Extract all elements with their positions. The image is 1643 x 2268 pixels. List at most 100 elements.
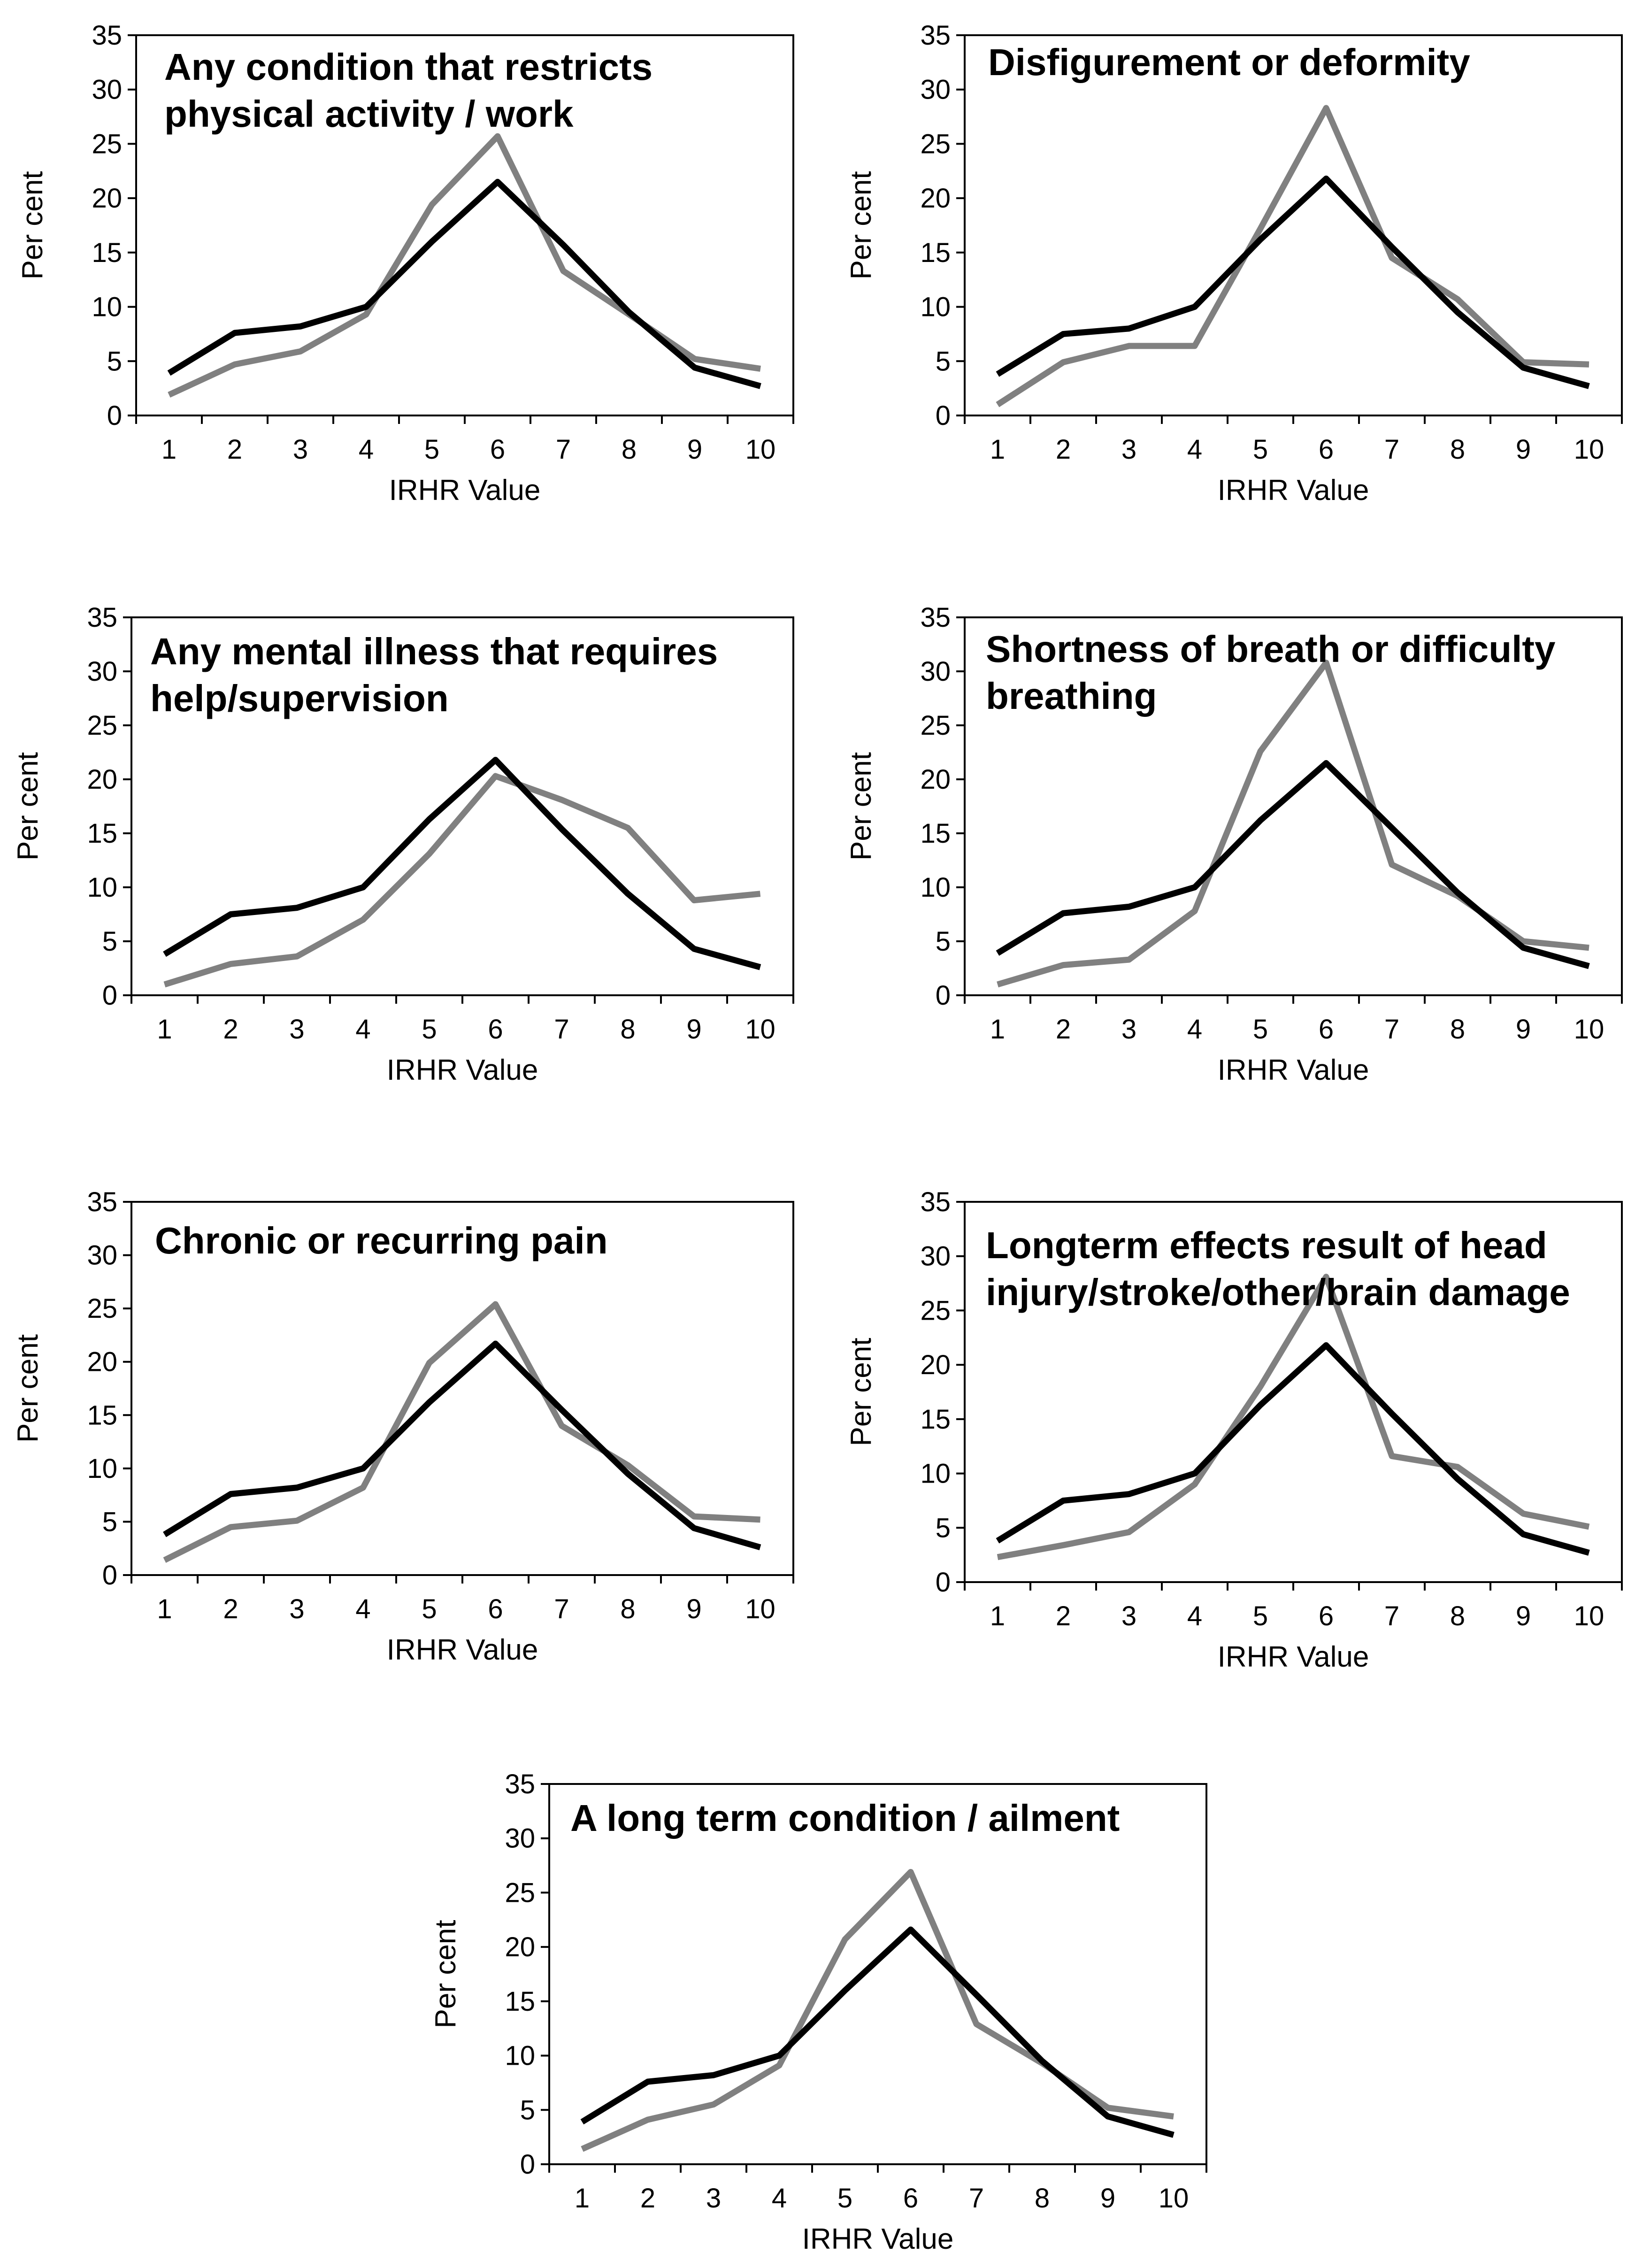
x-tick-label: 6 bbox=[1319, 1014, 1334, 1045]
y-axis-label: Per cent bbox=[430, 1920, 462, 2029]
x-tick-label: 10 bbox=[1574, 1014, 1605, 1045]
x-tick-label: 7 bbox=[554, 1014, 569, 1045]
y-tick-label: 25 bbox=[505, 1877, 535, 1908]
x-tick-label: 3 bbox=[1121, 1601, 1136, 1631]
x-tick-label: 4 bbox=[1187, 434, 1202, 465]
series-line-black bbox=[996, 760, 1590, 969]
plot-frame bbox=[131, 616, 794, 996]
x-tick-label: 2 bbox=[1056, 1014, 1071, 1045]
x-tick-label: 7 bbox=[1384, 1601, 1399, 1631]
y-tick-label: 30 bbox=[505, 1823, 535, 1854]
y-tick-label: 35 bbox=[87, 1187, 117, 1217]
y-tick-label: 35 bbox=[92, 20, 122, 51]
y-axis-label: Per cent bbox=[12, 1334, 44, 1443]
x-tick-label: 1 bbox=[575, 2183, 590, 2214]
chart-panel-chronic-pain: 0 5 10 15 20 25 30 35 1 2 3 4 5 6 7 8 9 10 IRHR Value Per c… bbox=[12, 1187, 794, 1666]
y-tick-label: 30 bbox=[92, 75, 122, 105]
y-tick-label: 5 bbox=[107, 346, 122, 377]
series-line-grey bbox=[581, 1868, 1174, 2152]
x-axis-label: IRHR Value bbox=[1218, 1641, 1369, 1673]
series-line-black bbox=[163, 757, 761, 970]
x-tick-label: 8 bbox=[1450, 1014, 1465, 1045]
y-tick-label: 15 bbox=[920, 238, 951, 268]
x-tick-label: 4 bbox=[1187, 1014, 1202, 1045]
x-tick-label: 5 bbox=[422, 1014, 437, 1045]
x-tick-label: 1 bbox=[990, 1601, 1005, 1631]
x-tick-label: 9 bbox=[686, 1014, 701, 1045]
chart-panel-shortness-of-breath: 0 5 10 15 20 25 30 35 1 2 3 4 5 6 7 8 9 10 IRHR Value Per c… bbox=[845, 602, 1623, 1086]
y-tick-label: 10 bbox=[505, 2041, 535, 2071]
y-axis-label: Per cent bbox=[845, 1338, 877, 1446]
x-tick-label: 7 bbox=[1384, 1014, 1399, 1045]
chart-title-line: Any condition that restricts bbox=[164, 46, 653, 88]
x-tick-label: 9 bbox=[687, 434, 702, 465]
y-tick-label: 5 bbox=[102, 1507, 117, 1537]
series-line-grey bbox=[168, 133, 761, 398]
y-tick-label: 30 bbox=[920, 1241, 951, 1272]
x-tick-label: 1 bbox=[157, 1014, 172, 1045]
x-tick-label: 3 bbox=[1121, 434, 1136, 465]
x-axis-label: IRHR Value bbox=[1218, 1054, 1369, 1086]
y-tick-label: 15 bbox=[92, 238, 122, 268]
y-tick-label: 20 bbox=[920, 764, 951, 795]
x-tick-label: 5 bbox=[1253, 1601, 1268, 1631]
y-tick-label: 5 bbox=[102, 926, 117, 957]
x-axis-label: IRHR Value bbox=[1218, 474, 1369, 507]
x-tick-label: 10 bbox=[1159, 2183, 1189, 2214]
y-tick-label: 15 bbox=[920, 1404, 951, 1435]
x-tick-label: 7 bbox=[556, 434, 571, 465]
x-tick-label: 10 bbox=[745, 434, 776, 465]
y-tick-label: 0 bbox=[102, 1560, 117, 1591]
x-tick-label: 1 bbox=[161, 434, 177, 465]
chart-panel-mental-illness: 0 5 10 15 20 25 30 35 1 2 3 4 5 6 7 8 9 10 IRHR Value Per c… bbox=[12, 602, 794, 1086]
y-tick-label: 15 bbox=[505, 1986, 535, 2017]
chart-title-line: Disfigurement or deformity bbox=[988, 41, 1470, 83]
x-tick-label: 4 bbox=[355, 1014, 370, 1045]
series-line-black bbox=[163, 1340, 761, 1551]
x-tick-label: 6 bbox=[1319, 434, 1334, 465]
x-tick-label: 10 bbox=[1574, 1601, 1605, 1631]
series-line-black bbox=[580, 1926, 1175, 2138]
x-axis-label: IRHR Value bbox=[387, 1054, 538, 1086]
x-axis-label: IRHR Value bbox=[387, 1634, 538, 1666]
chart-panel-disfigurement: 0 5 10 15 20 25 30 35 1 2 3 4 5 6 7 8 9 10 IRHR Value Per c… bbox=[845, 20, 1623, 507]
y-tick-label: 10 bbox=[920, 872, 951, 903]
y-tick-label: 30 bbox=[87, 1240, 117, 1271]
y-tick-label: 30 bbox=[87, 656, 117, 687]
y-tick-label: 10 bbox=[920, 292, 951, 323]
x-tick-label: 2 bbox=[223, 1014, 238, 1045]
x-tick-label: 5 bbox=[422, 1594, 437, 1624]
series-line-black bbox=[996, 1342, 1590, 1556]
chart-panel-long-term-condition: 0 5 10 15 20 25 30 35 1 2 3 4 5 6 7 8 9 10 IRHR Value Per c… bbox=[430, 1769, 1207, 2255]
chart-title-line: A long term condition / ailment bbox=[570, 1797, 1120, 1839]
series-line-grey bbox=[163, 1301, 760, 1563]
x-tick-label: 8 bbox=[1035, 2183, 1050, 2214]
x-tick-label: 2 bbox=[223, 1594, 238, 1624]
x-tick-label: 5 bbox=[1253, 1014, 1268, 1045]
x-tick-label: 4 bbox=[359, 434, 374, 465]
y-tick-label: 35 bbox=[920, 1187, 951, 1217]
y-tick-label: 15 bbox=[87, 818, 117, 849]
y-tick-label: 5 bbox=[936, 1513, 951, 1543]
x-tick-label: 10 bbox=[745, 1014, 775, 1045]
y-tick-label: 10 bbox=[920, 1459, 951, 1489]
y-tick-label: 5 bbox=[936, 346, 951, 377]
x-tick-label: 1 bbox=[990, 434, 1005, 465]
x-tick-label: 3 bbox=[706, 2183, 721, 2214]
x-tick-label: 9 bbox=[686, 1594, 701, 1624]
y-tick-label: 20 bbox=[920, 183, 951, 214]
y-tick-label: 25 bbox=[87, 710, 117, 741]
x-tick-label: 2 bbox=[1056, 1601, 1071, 1631]
chart-panel-restricts-activity: 0 5 10 15 20 25 30 35 1 2 3 4 5 6 7 8 9 10 IRHR Value Per c… bbox=[16, 20, 794, 507]
y-tick-label: 5 bbox=[520, 2095, 535, 2125]
y-tick-label: 25 bbox=[92, 129, 122, 159]
series-line-grey bbox=[163, 773, 761, 988]
x-tick-label: 8 bbox=[620, 1014, 635, 1045]
x-tick-label: 7 bbox=[969, 2183, 984, 2214]
x-tick-label: 3 bbox=[289, 1594, 304, 1624]
y-tick-label: 35 bbox=[87, 602, 117, 633]
series-line-grey bbox=[996, 105, 1589, 407]
y-tick-label: 30 bbox=[920, 656, 951, 687]
y-tick-label: 15 bbox=[87, 1400, 117, 1430]
